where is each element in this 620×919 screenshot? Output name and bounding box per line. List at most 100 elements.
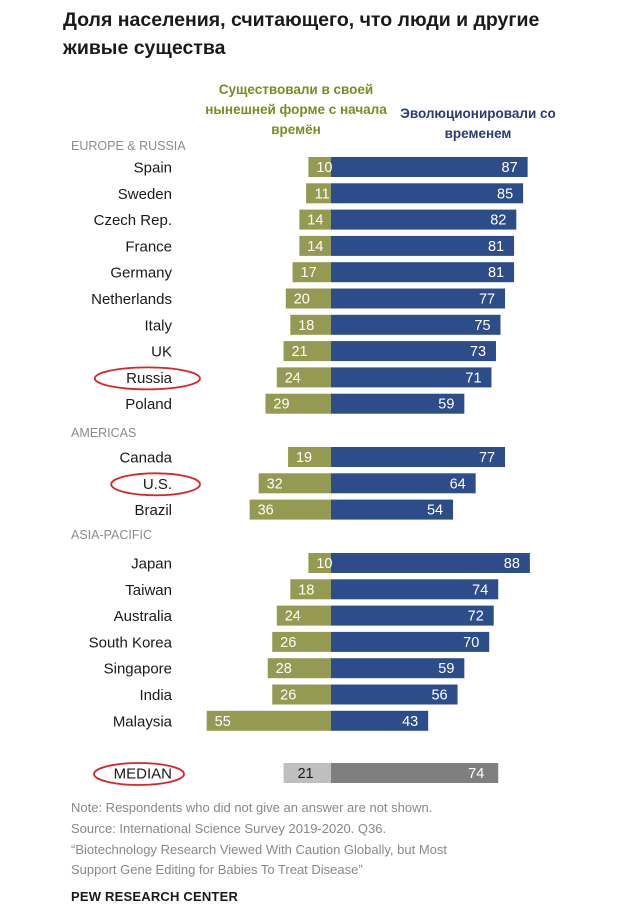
country-label: South Korea xyxy=(89,634,173,651)
value-label-existed: 28 xyxy=(276,661,292,677)
value-label-evolved: 71 xyxy=(465,370,481,386)
bar-evolved xyxy=(331,473,476,494)
value-label-existed: 18 xyxy=(298,582,314,598)
value-label-evolved: 81 xyxy=(488,265,504,281)
country-label: Poland xyxy=(125,396,172,413)
value-label-evolved: 59 xyxy=(438,397,454,413)
bar-evolved xyxy=(331,605,494,626)
bar-evolved xyxy=(331,157,528,177)
bar-existed xyxy=(299,209,331,230)
bar-evolved xyxy=(331,367,492,388)
bar-existed xyxy=(283,341,331,362)
bar-existed xyxy=(308,157,331,177)
value-label-evolved: 81 xyxy=(488,239,504,255)
country-label: Sweden xyxy=(118,186,172,203)
group-label: AMERICAS xyxy=(71,426,136,440)
legend-existed: Существовали в своей нынешней форме с на… xyxy=(205,82,387,137)
diverging-bar-chart: EUROPE & RUSSIA Spain 10 87 Sweden 11 85 Czech … xyxy=(71,139,530,786)
bar-evolved xyxy=(331,183,524,204)
bar-evolved xyxy=(331,447,506,467)
highlight-circle xyxy=(110,472,201,497)
value-label-existed: 10 xyxy=(316,160,332,176)
value-label-existed: 17 xyxy=(301,265,317,281)
value-label-existed: 10 xyxy=(316,556,332,572)
value-label-evolved: 73 xyxy=(470,344,486,360)
country-label: Australia xyxy=(114,608,173,625)
value-label-evolved: 54 xyxy=(427,503,443,519)
bar-evolved xyxy=(331,288,506,309)
bar-existed xyxy=(276,367,331,388)
median-label: MEDIAN xyxy=(114,766,172,783)
value-label-existed: 26 xyxy=(280,688,296,704)
bar-existed xyxy=(265,393,331,414)
value-label-existed: 20 xyxy=(294,292,310,308)
value-label-existed: 14 xyxy=(307,239,323,255)
value-label-existed: 32 xyxy=(267,476,283,492)
value-label-existed: 55 xyxy=(215,714,231,730)
value-label-evolved: 56 xyxy=(431,688,447,704)
bar-existed xyxy=(299,235,331,256)
value-label-existed: 18 xyxy=(298,318,314,334)
country-label: Taiwan xyxy=(125,582,172,599)
bar-existed xyxy=(306,183,331,204)
country-label: Italy xyxy=(144,317,172,334)
value-label-existed: 36 xyxy=(258,503,274,519)
value-label-evolved: 74 xyxy=(472,582,488,598)
brand-name: PEW RESEARCH CENTER xyxy=(71,889,239,904)
group-label: EUROPE & RUSSIA xyxy=(71,139,186,153)
value-label-existed: 24 xyxy=(285,370,301,386)
value-label-existed: 29 xyxy=(273,397,289,413)
country-label: Germany xyxy=(110,265,172,282)
value-label-median-evolved: 74 xyxy=(468,766,484,782)
value-label-median-existed: 21 xyxy=(297,766,313,782)
value-label-evolved: 43 xyxy=(402,714,418,730)
value-label-evolved: 85 xyxy=(497,186,513,202)
value-label-existed: 26 xyxy=(280,635,296,651)
bar-existed xyxy=(272,631,331,652)
bar-evolved xyxy=(331,658,465,679)
value-label-evolved: 77 xyxy=(479,450,495,466)
value-label-existed: 24 xyxy=(285,609,301,625)
bar-evolved xyxy=(331,710,429,731)
bar-existed xyxy=(276,605,331,626)
value-label-evolved: 59 xyxy=(438,661,454,677)
bar-existed xyxy=(272,684,331,705)
country-label: Singapore xyxy=(104,661,172,678)
country-label: India xyxy=(139,687,172,704)
value-label-evolved: 77 xyxy=(479,292,495,308)
country-label: Canada xyxy=(119,450,172,467)
bar-existed xyxy=(308,553,331,573)
highlight-circle xyxy=(93,762,185,786)
country-label: Spain xyxy=(134,160,172,177)
group-label: ASIA-PACIFIC xyxy=(71,528,152,542)
value-label-evolved: 88 xyxy=(504,556,520,572)
country-label: UK xyxy=(151,344,172,361)
bar-existed xyxy=(258,473,331,494)
bar-evolved xyxy=(331,579,499,600)
country-label: Japan xyxy=(131,556,172,573)
bar-evolved xyxy=(331,499,454,520)
footnote: Note: Respondents who did not give an an… xyxy=(71,800,433,815)
bar-median-existed xyxy=(283,763,331,783)
country-label: Russia xyxy=(126,370,173,387)
value-label-evolved: 75 xyxy=(474,318,490,334)
bar-evolved xyxy=(331,235,515,256)
bar-existed xyxy=(249,499,331,520)
bar-evolved xyxy=(331,631,490,652)
bar-existed xyxy=(292,262,331,283)
country-label: Brazil xyxy=(134,502,172,519)
value-label-evolved: 72 xyxy=(468,609,484,625)
bar-evolved xyxy=(331,393,465,414)
value-label-existed: 14 xyxy=(307,213,323,229)
bar-median-evolved xyxy=(331,763,499,783)
country-label: Malaysia xyxy=(113,713,173,730)
country-label: Netherlands xyxy=(91,291,172,308)
value-label-evolved: 82 xyxy=(490,213,506,229)
bar-evolved xyxy=(331,209,517,230)
bar-evolved xyxy=(331,262,515,283)
bar-existed xyxy=(290,579,331,600)
bar-existed xyxy=(285,288,331,309)
country-label: France xyxy=(125,238,172,255)
country-label: Czech Rep. xyxy=(94,212,172,229)
bar-existed xyxy=(290,314,331,335)
